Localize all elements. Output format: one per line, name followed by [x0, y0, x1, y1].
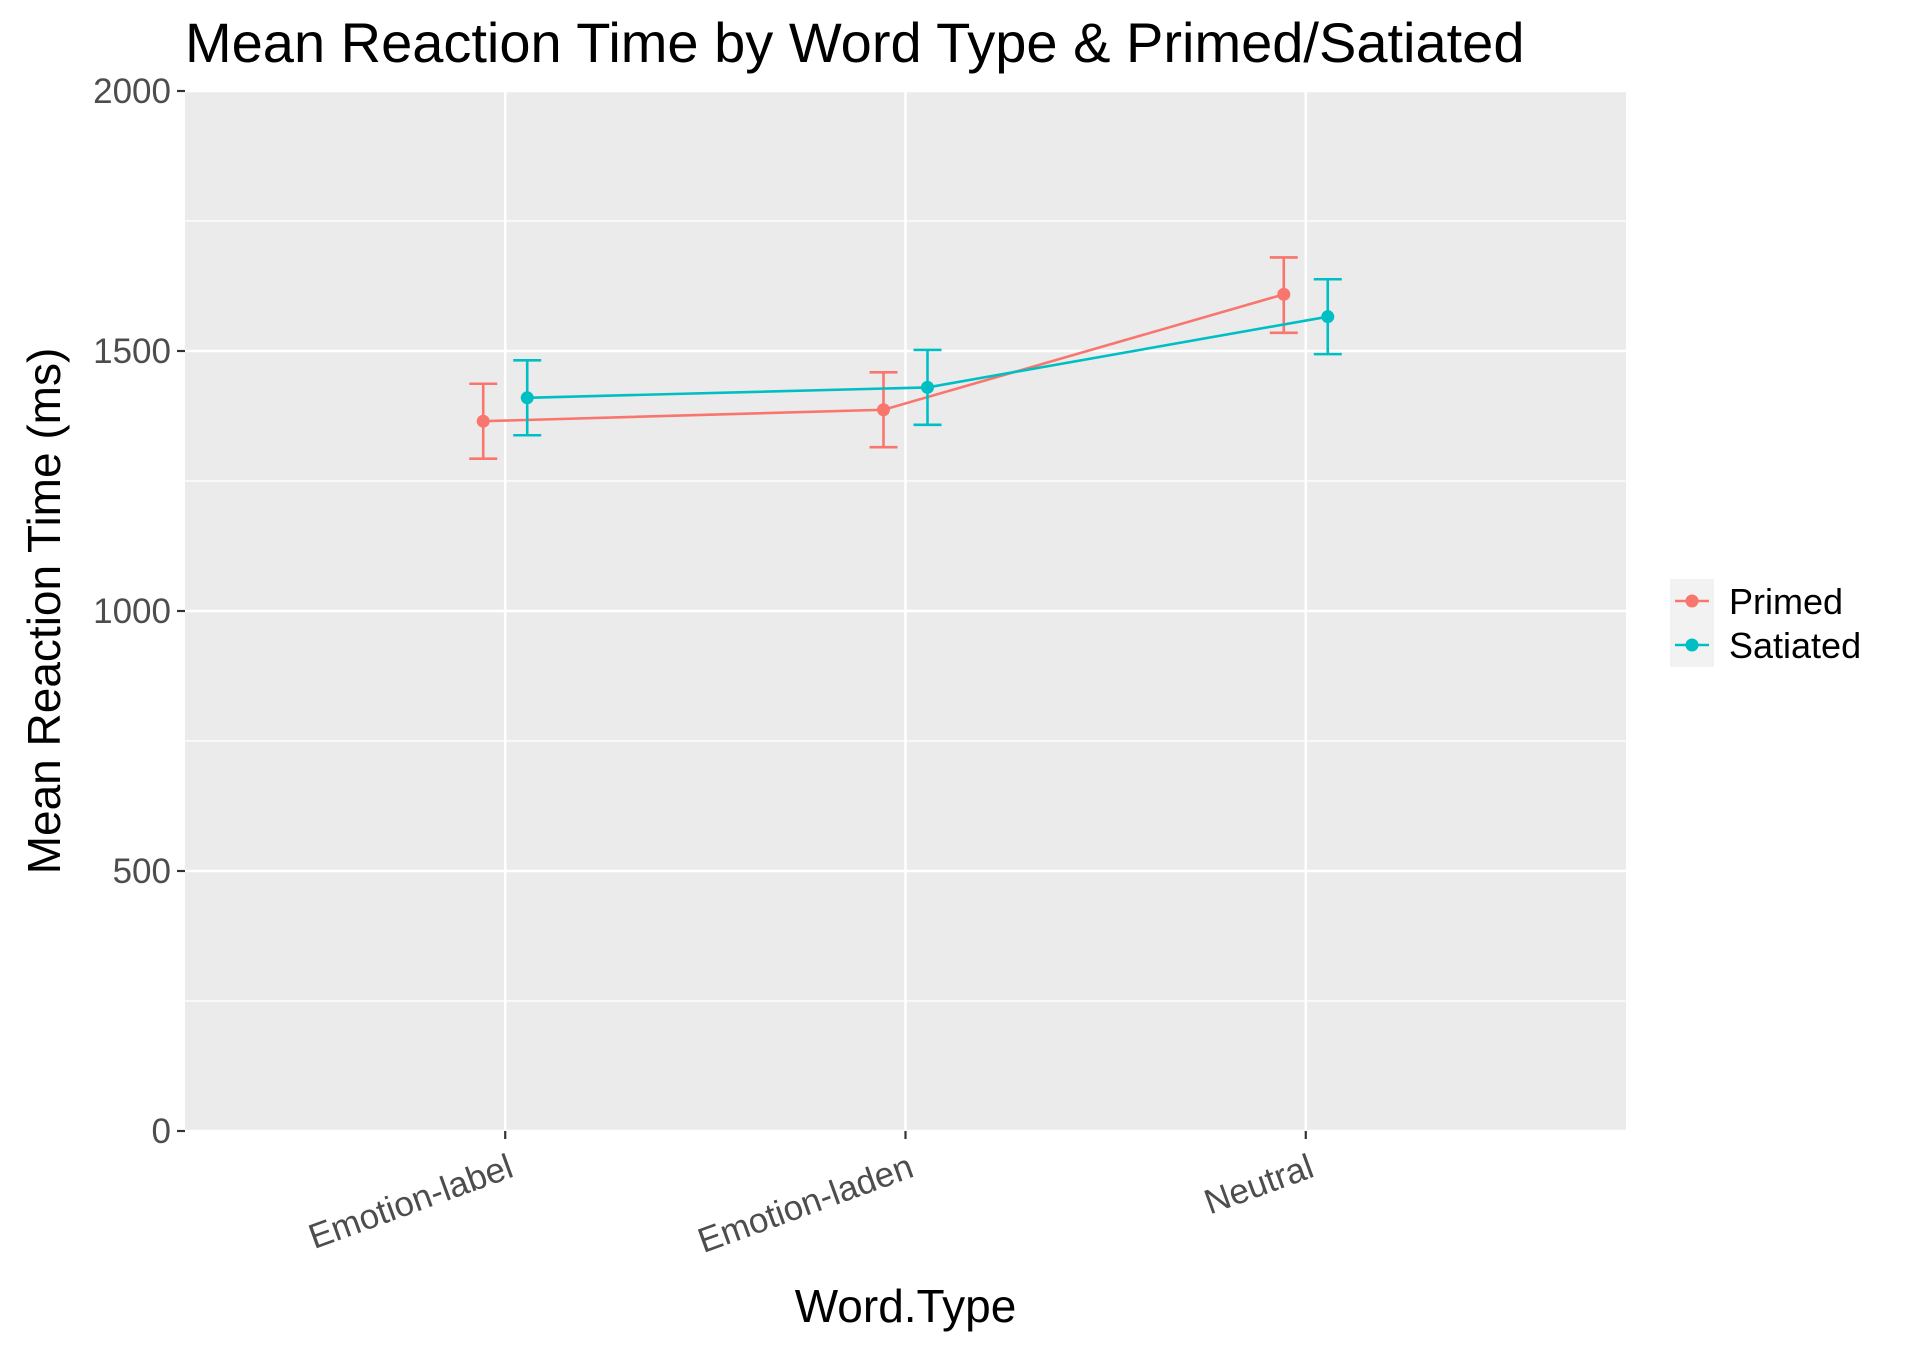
y-tick-label: 1000	[93, 592, 171, 631]
data-point	[921, 380, 934, 394]
legend-label: Primed	[1729, 581, 1843, 622]
data-point	[877, 403, 890, 417]
series-primed	[469, 256, 1298, 460]
y-axis-title: Mean Reaction Time (ms)	[18, 348, 70, 875]
legend-label: Satiated	[1729, 625, 1861, 666]
series-layer	[469, 256, 1342, 460]
legend-item-satiated: Satiated	[1670, 623, 1861, 667]
x-axis-title: Word.Type	[795, 1280, 1017, 1332]
chart-title: Mean Reaction Time by Word Type & Primed…	[185, 11, 1524, 74]
y-tick-label: 500	[113, 852, 171, 891]
data-point	[1321, 310, 1335, 324]
legend-key-point	[1685, 594, 1699, 608]
legend-item-primed: Primed	[1670, 579, 1843, 623]
legend-key-point	[1685, 638, 1699, 652]
data-point	[1277, 287, 1291, 301]
data-point	[476, 414, 490, 428]
y-axis: 0 500 1000 1500 2000	[93, 72, 185, 1151]
major-gridlines	[185, 89, 1626, 1133]
y-tick-label: 2000	[93, 72, 171, 111]
y-tick-label: 1500	[93, 332, 171, 371]
data-point	[520, 391, 534, 405]
series-satiated	[513, 277, 1342, 437]
y-tick-label: 0	[152, 1112, 171, 1151]
